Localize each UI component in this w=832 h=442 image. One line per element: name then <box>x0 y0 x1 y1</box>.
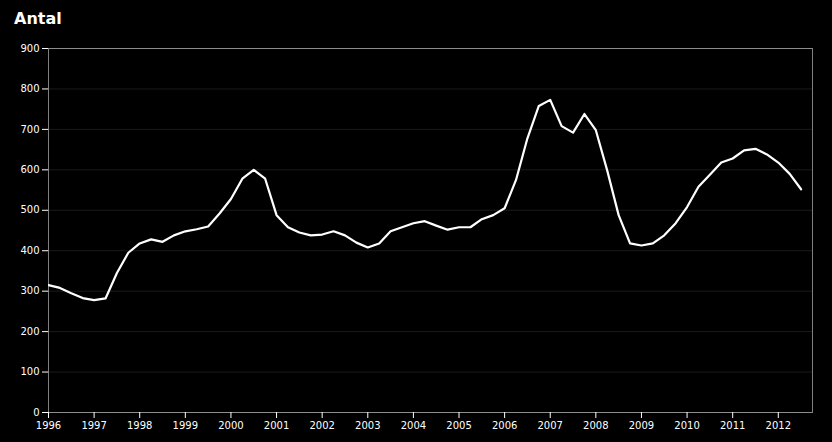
svg-text:700: 700 <box>20 124 39 135</box>
svg-text:2010: 2010 <box>674 420 699 431</box>
svg-text:2007: 2007 <box>538 420 563 431</box>
svg-text:2009: 2009 <box>629 420 654 431</box>
svg-text:2001: 2001 <box>264 420 289 431</box>
svg-text:2005: 2005 <box>446 420 471 431</box>
svg-text:1996: 1996 <box>36 420 61 431</box>
svg-text:1997: 1997 <box>81 420 106 431</box>
svg-text:2002: 2002 <box>309 420 334 431</box>
svg-text:2004: 2004 <box>401 420 426 431</box>
svg-text:900: 900 <box>20 43 39 54</box>
svg-text:800: 800 <box>20 83 39 94</box>
svg-text:100: 100 <box>20 366 39 377</box>
svg-text:2006: 2006 <box>492 420 517 431</box>
svg-text:1998: 1998 <box>127 420 152 431</box>
svg-text:600: 600 <box>20 164 39 175</box>
svg-text:2012: 2012 <box>766 420 791 431</box>
svg-text:300: 300 <box>20 285 39 296</box>
html-text:Antal: Antal <box>14 9 62 28</box>
svg-text:400: 400 <box>20 245 39 256</box>
svg-text:2000: 2000 <box>218 420 243 431</box>
svg-text:2003: 2003 <box>355 420 380 431</box>
svg-text:200: 200 <box>20 326 39 337</box>
svg-text:2011: 2011 <box>720 420 745 431</box>
svg-text:2008: 2008 <box>583 420 608 431</box>
svg-text:1999: 1999 <box>173 420 198 431</box>
svg-text:500: 500 <box>20 204 39 215</box>
svg-text:0: 0 <box>33 407 39 418</box>
